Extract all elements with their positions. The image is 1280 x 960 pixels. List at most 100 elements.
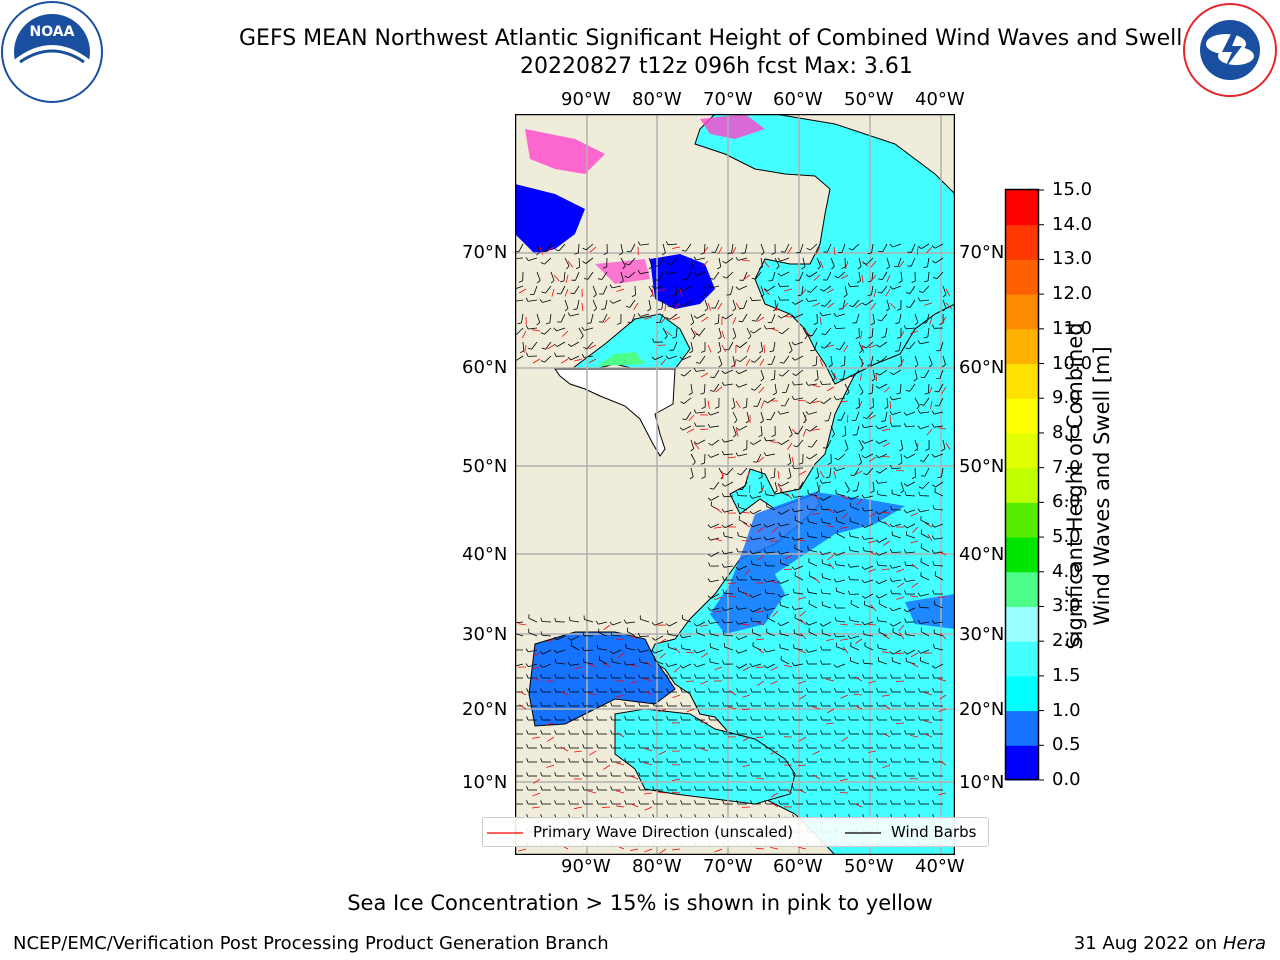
- wind-barb: [731, 243, 734, 253]
- wind-barb-flag: [834, 688, 837, 693]
- wave-direction-arrow: [859, 372, 863, 381]
- wind-barb-flag: [904, 618, 907, 623]
- wind-barb-flag: [650, 293, 654, 298]
- wave-direction-arrow: [727, 582, 737, 584]
- wind-barb-flag: [693, 367, 697, 372]
- wind-barb-flag: [764, 490, 767, 495]
- wind-barb-flag: [525, 297, 529, 302]
- wind-barb-flag: [839, 378, 844, 380]
- wind-barb-flag: [787, 462, 792, 466]
- wind-barb-flag: [918, 716, 921, 721]
- wind-barb: [808, 493, 818, 497]
- wind-barb: [841, 243, 846, 253]
- wind-barb-flag: [692, 335, 696, 340]
- wind-barb: [892, 523, 902, 528]
- wind-barb: [938, 383, 944, 393]
- wind-barb: [794, 509, 804, 513]
- wind-barb-flag: [596, 674, 599, 679]
- wind-barb-flag: [540, 786, 543, 791]
- wind-barb: [858, 383, 864, 393]
- wind-barb-flag: [847, 563, 851, 568]
- wind-barb-flag: [637, 241, 641, 246]
- wind-barb-flag: [722, 730, 725, 735]
- wind-barb: [751, 299, 762, 302]
- wave-direction-arrow: [940, 633, 947, 640]
- colorbar-segment: [1006, 571, 1038, 607]
- wind-barb-flag: [875, 539, 880, 543]
- wave-direction-arrow: [842, 302, 849, 309]
- wind-barb-flag: [918, 772, 921, 777]
- wind-barb-flag: [833, 509, 837, 514]
- wind-barb: [766, 537, 776, 541]
- wind-barb: [871, 327, 874, 338]
- wind-barb-flag: [808, 571, 811, 576]
- wind-barb-flag: [681, 249, 686, 252]
- wind-barb: [718, 327, 722, 337]
- wave-direction-arrow: [770, 666, 779, 671]
- wind-barb-flag: [834, 275, 839, 279]
- wind-barb-flag: [806, 505, 809, 510]
- wind-barb-flag: [821, 518, 823, 523]
- wind-barb-flag: [527, 347, 532, 350]
- wind-barb: [920, 341, 930, 345]
- wind-barb-flag: [904, 491, 907, 496]
- wind-barb-flag: [679, 427, 684, 431]
- wind-barb-flag: [710, 376, 715, 379]
- wind-barb-flag: [848, 772, 851, 777]
- wind-barb: [836, 564, 846, 567]
- wind-barb: [648, 299, 652, 309]
- wind-barb: [844, 481, 850, 490]
- wind-barb: [864, 509, 874, 512]
- wind-barb: [752, 551, 762, 555]
- wind-barb-flag: [848, 786, 851, 791]
- wind-barb-flag: [625, 306, 630, 308]
- wave-direction-arrow: [812, 512, 821, 515]
- wind-barb-flag: [721, 381, 725, 386]
- colorbar-segment: [1006, 294, 1038, 330]
- wind-barb: [654, 355, 664, 361]
- colorbar-segment: [1006, 363, 1038, 399]
- wave-direction-arrow: [645, 661, 653, 668]
- wind-barb-flag: [721, 493, 725, 497]
- colorbar-segment: [1006, 328, 1038, 365]
- gulf-of-mexico: [528, 631, 676, 727]
- wind-barb-flag: [709, 278, 714, 280]
- wind-barb-flag: [610, 744, 613, 749]
- wind-barb-flag: [791, 566, 795, 570]
- wind-barb: [598, 632, 608, 637]
- wind-barb: [864, 439, 874, 444]
- wind-barb: [892, 534, 902, 539]
- wind-barb-flag: [931, 484, 936, 488]
- wind-barb-flag: [876, 772, 879, 777]
- wind-barb-flag: [806, 428, 811, 432]
- wind-barb: [822, 521, 832, 525]
- wave-direction-arrow: [588, 692, 597, 696]
- wind-barb-flag: [736, 359, 741, 363]
- wind-barb: [528, 632, 538, 637]
- wind-barb-flag: [749, 663, 753, 667]
- wind-barb: [570, 663, 580, 666]
- wind-barb: [939, 369, 944, 379]
- wave-direction-arrow: [700, 624, 709, 627]
- wind-barb-flag: [707, 536, 711, 541]
- wind-barb: [892, 631, 902, 637]
- wind-barb: [878, 383, 888, 389]
- wind-barb-flag: [923, 336, 928, 339]
- page-subtitle: 20220827 t12z 096h fcst Max: 3.61: [520, 54, 913, 79]
- wave-direction-arrow: [840, 526, 849, 529]
- wind-barb-flag: [875, 552, 879, 556]
- wind-barb-flag: [904, 716, 907, 721]
- wind-barb-flag: [708, 800, 711, 805]
- wind-barb: [864, 565, 874, 570]
- wind-barb: [571, 645, 580, 651]
- wind-barb: [744, 243, 748, 253]
- wave-direction-arrow: [714, 596, 723, 601]
- wave-direction-arrow: [881, 568, 891, 570]
- wind-barb-flag: [707, 423, 711, 428]
- wind-barb: [870, 355, 874, 365]
- wind-barb-flag: [857, 266, 862, 270]
- wave-direction-arrow: [672, 778, 681, 782]
- wind-barb-flag: [777, 622, 782, 627]
- lat-tick-right-7: 10°N: [959, 772, 1005, 793]
- colorbar-segment: [1006, 190, 1038, 226]
